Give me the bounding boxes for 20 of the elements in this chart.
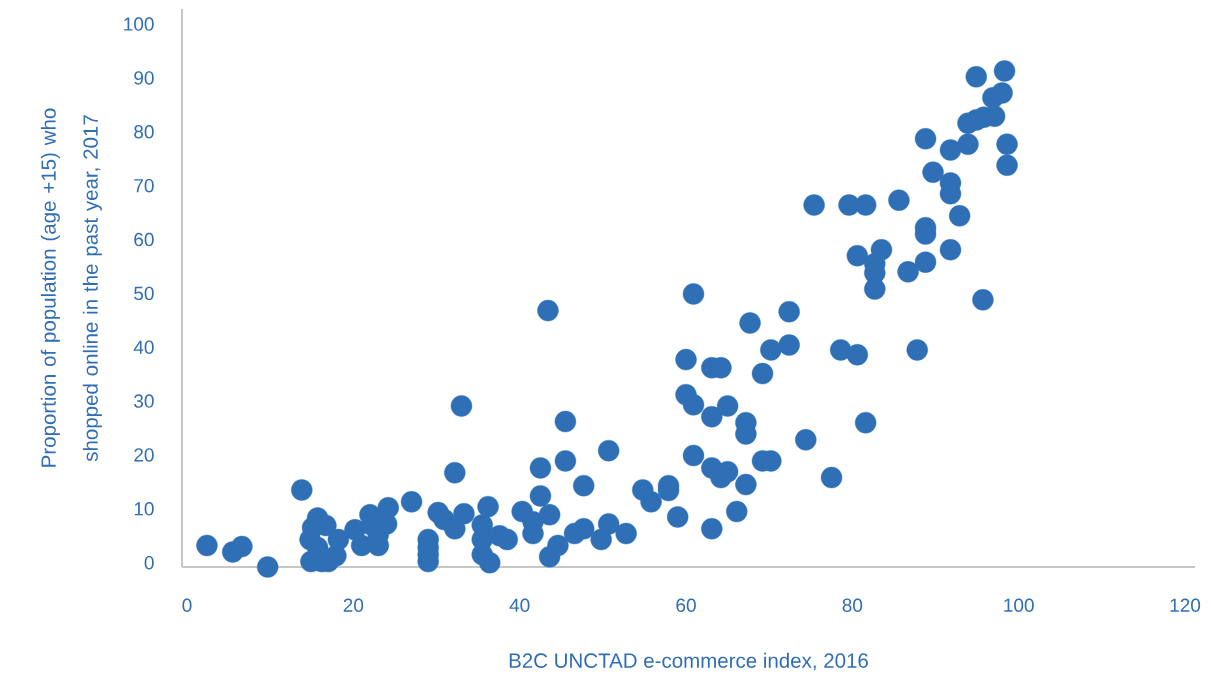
x-tick-label: 80: [842, 598, 863, 612]
y-axis-title: Proportion of population (age +15) who shopped online in the past year, 2017: [40, 108, 102, 467]
y-tick-label: 80: [134, 125, 154, 139]
y-tick-label: 40: [133, 340, 154, 354]
x-tick-label: 120: [1170, 598, 1201, 612]
y-tick-label: 70: [134, 178, 154, 193]
x-tick-label: 40: [509, 598, 530, 612]
y-tick-label: 0: [144, 555, 154, 570]
y-tick-label: 100: [124, 17, 154, 31]
y-tick-label: 60: [134, 232, 154, 247]
x-tick-label: 100: [1004, 598, 1034, 612]
y-tick-label: 20: [134, 448, 154, 462]
y-tick-label: 10: [134, 502, 154, 516]
x-tick-label: 0: [182, 598, 192, 612]
x-axis-title: B2C UNCTAD e-commerce index, 2016: [509, 652, 868, 671]
y-tick-label: 50: [134, 286, 154, 301]
y-tick-label: 90: [134, 71, 154, 85]
x-tick-label: 60: [676, 598, 696, 612]
y-tick-label: 30: [134, 394, 154, 408]
x-tick-label: 20: [343, 598, 364, 612]
